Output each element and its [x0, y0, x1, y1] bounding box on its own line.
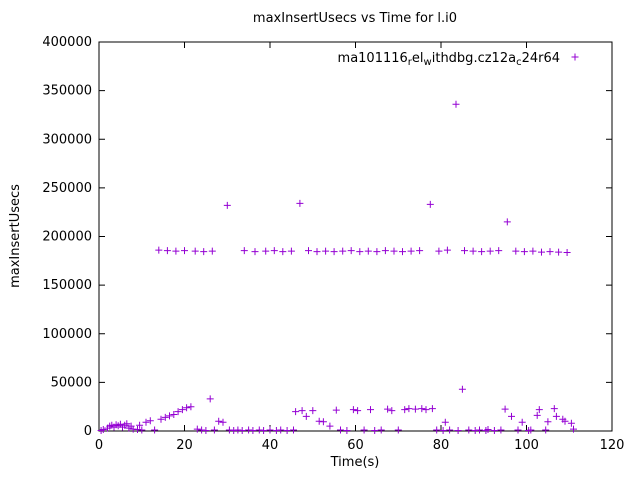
- y-axis-label: maxInsertUsecs: [8, 184, 23, 288]
- y-tick-label: 350000: [42, 84, 92, 99]
- series-points: [97, 100, 577, 434]
- plot-border: [98, 41, 613, 432]
- y-tick-label: 200000: [42, 230, 92, 245]
- y-tick-label: 100000: [42, 327, 92, 342]
- x-tick-label: 100: [514, 438, 539, 453]
- y-axis-ticks: 0 50000 100000 150000 200000 250000 300000 3500…: [42, 35, 612, 439]
- x-tick-label: 0: [95, 438, 103, 453]
- chart-title: maxInsertUsecs vs Time for l.i0: [253, 11, 457, 26]
- y-tick-label: 250000: [42, 181, 92, 196]
- data-points: [97, 100, 577, 434]
- x-axis-ticks: 0 20 40 60 80 100 120: [95, 42, 625, 453]
- y-tick-label: 50000: [51, 375, 92, 390]
- legend-series-marker: [571, 53, 579, 61]
- x-axis-label: Time(s): [330, 455, 380, 470]
- x-tick-label: 60: [347, 438, 364, 453]
- x-tick-label: 80: [433, 438, 450, 453]
- y-tick-label: 150000: [42, 278, 92, 293]
- y-tick-label: 0: [84, 424, 92, 439]
- legend: ma101116relwithdbg.cz12ac24r64: [338, 51, 579, 68]
- y-tick-label: 300000: [42, 132, 92, 147]
- x-tick-label: 120: [600, 438, 625, 453]
- x-tick-label: 20: [176, 438, 193, 453]
- legend-series-label: ma101116relwithdbg.cz12ac24r64: [338, 51, 560, 68]
- x-tick-label: 40: [262, 438, 279, 453]
- y-tick-label: 400000: [42, 35, 92, 50]
